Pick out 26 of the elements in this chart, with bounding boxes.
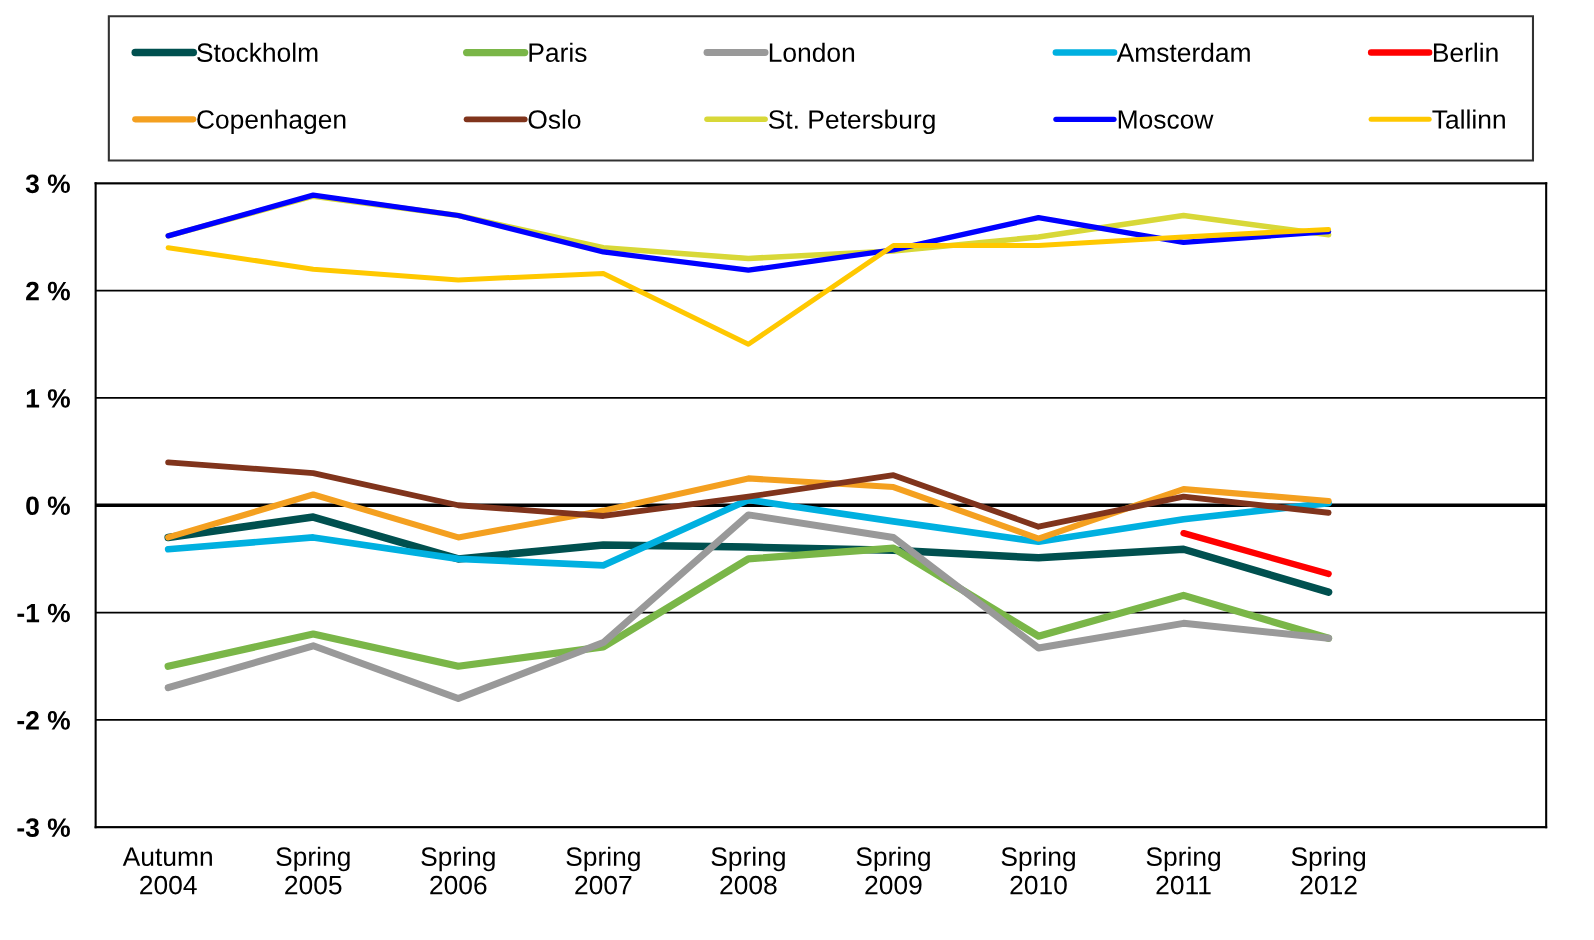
y-tick-label: -1 % [17,603,70,623]
x-tick-label: Spring 2007 [566,846,640,895]
x-tick-label: Spring 2011 [1146,846,1220,895]
legend-label: Oslo [528,109,581,129]
x-tick-label: Autumn 2004 [122,847,212,895]
x-tick-label: Spring 2010 [1001,846,1075,895]
x-tick-label: Spring 2005 [276,846,350,895]
legend-label: Copenhagen [197,109,346,135]
legend-label: Moscow [1118,110,1214,129]
legend-label: Amsterdam [1116,42,1250,63]
x-tick-label: Spring 2006 [421,846,495,895]
legend-label: Tallinn [1432,109,1505,129]
y-tick-label: 1 % [26,389,70,408]
x-tick-label: Spring 2008 [711,846,785,895]
y-tick-label: 2 % [26,281,70,301]
legend-label: London [769,42,855,63]
y-tick-label: -2 % [17,711,70,730]
legend-label: Stockholm [197,42,318,63]
legend-label: St. Petersburg [768,109,935,135]
legend-label: Berlin [1433,42,1498,63]
legend-label: Paris [529,42,587,63]
y-tick-label: -3 % [17,818,70,838]
y-tick-label: 3 % [25,174,70,194]
x-tick-label: Spring 2009 [856,846,930,895]
y-tick-label: 0 % [26,496,70,516]
x-tick-label: Spring 2012 [1291,846,1366,895]
